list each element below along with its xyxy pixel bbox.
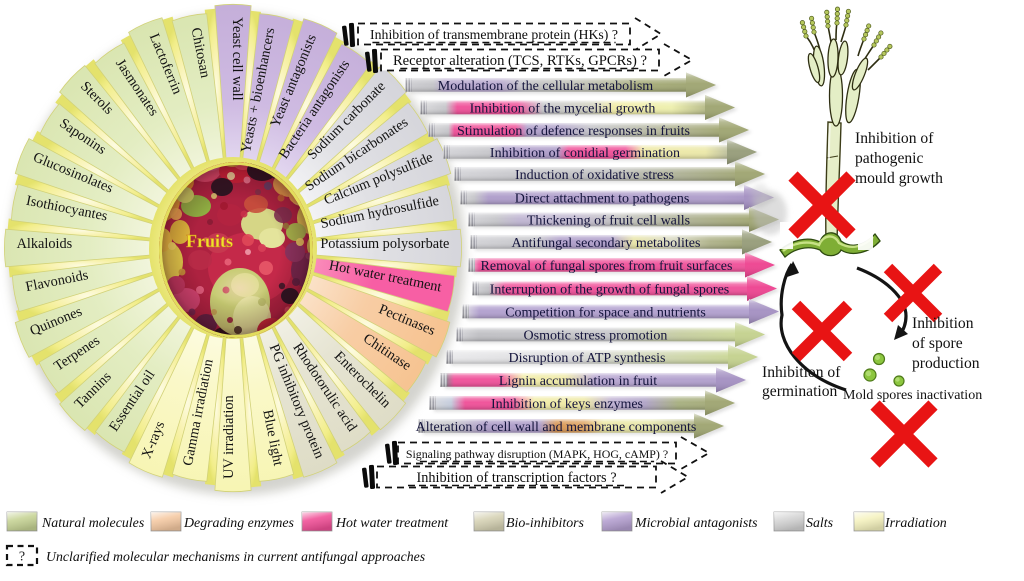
svg-text:Competition for space and nutr: Competition for space and nutrients	[505, 306, 706, 321]
svg-text:Inhibition of keys enzymes: Inhibition of keys enzymes	[491, 397, 643, 412]
svg-text:Antifungal secondary metabolit: Antifungal secondary metabolites	[512, 236, 701, 251]
svg-text:Inhibition: Inhibition	[912, 315, 974, 332]
svg-text:Thickening of fruit cell walls: Thickening of fruit cell walls	[527, 214, 690, 229]
svg-text:Inhibition of the mycelial gro: Inhibition of the mycelial growth	[470, 102, 656, 117]
svg-text:Modulation of the cellular met: Modulation of the cellular metabolism	[438, 79, 654, 94]
svg-text:Mold spores inactivation: Mold spores inactivation	[843, 388, 982, 403]
svg-text:Alkaloids: Alkaloids	[17, 236, 73, 252]
svg-text:Bio-inhibitors: Bio-inhibitors	[506, 516, 584, 531]
svg-text:Hot water treatment: Hot water treatment	[335, 516, 449, 531]
svg-text:Inhibition of transmembrane pr: Inhibition of transmembrane protein (HKs…	[370, 27, 618, 43]
svg-text:pathogenic: pathogenic	[855, 150, 923, 167]
svg-text:Unclarified molecular mechanis: Unclarified molecular mechanisms in curr…	[46, 549, 425, 564]
svg-text:of spore: of spore	[912, 335, 963, 352]
svg-text:Irradiation: Irradiation	[884, 516, 947, 531]
svg-text:Interruption of the growth of: Interruption of the growth of fungal spo…	[490, 283, 730, 298]
svg-text:production: production	[912, 355, 980, 372]
svg-text:Disruption of ATP synthesis: Disruption of ATP synthesis	[509, 351, 666, 366]
svg-text:Alteration of cell wall and me: Alteration of cell wall and membrane com…	[416, 420, 697, 435]
svg-text:Inhibition of: Inhibition of	[855, 130, 934, 147]
svg-text:Stimulation of defence respons: Stimulation of defence responses in frui…	[457, 124, 690, 139]
svg-text:Induction of oxidative stress: Induction of oxidative stress	[515, 168, 674, 183]
svg-text:Signaling pathway disruption (: Signaling pathway disruption (MAPK, HOG,…	[406, 447, 668, 461]
svg-text:Potassium polysorbate: Potassium polysorbate	[320, 236, 449, 252]
svg-text:germination: germination	[762, 383, 838, 400]
svg-text:Yeast cell wall: Yeast cell wall	[229, 17, 245, 101]
svg-text:Osmotic stress promotion: Osmotic stress promotion	[524, 329, 668, 344]
svg-text:Removal of fungal spores from: Removal of fungal spores from fruit surf…	[481, 259, 733, 274]
svg-text:Salts: Salts	[806, 516, 833, 531]
svg-text:Degrading enzymes: Degrading enzymes	[183, 516, 294, 531]
svg-text:Receptor alteration (TCS, RTKs: Receptor alteration (TCS, RTKs, GPCRs) ?	[393, 53, 647, 69]
svg-text:Inhibition of: Inhibition of	[762, 364, 841, 381]
svg-text:Lignin accumulation in fruit: Lignin accumulation in fruit	[499, 374, 657, 389]
svg-text:Fruits: Fruits	[186, 231, 233, 251]
svg-text:Natural molecules: Natural molecules	[41, 516, 144, 531]
svg-text:Microbial antagonists: Microbial antagonists	[634, 516, 758, 531]
svg-text:Direct attachment to pathogens: Direct attachment to pathogens	[515, 192, 690, 207]
svg-text:Inhibition of conidial germina: Inhibition of conidial germination	[490, 146, 680, 161]
svg-text:UV irradiation: UV irradiation	[221, 395, 237, 479]
svg-text:Inhibition of transcription fa: Inhibition of transcription factors ?	[416, 470, 616, 486]
svg-text:mould growth: mould growth	[855, 170, 943, 187]
svg-text:?: ?	[19, 550, 25, 565]
